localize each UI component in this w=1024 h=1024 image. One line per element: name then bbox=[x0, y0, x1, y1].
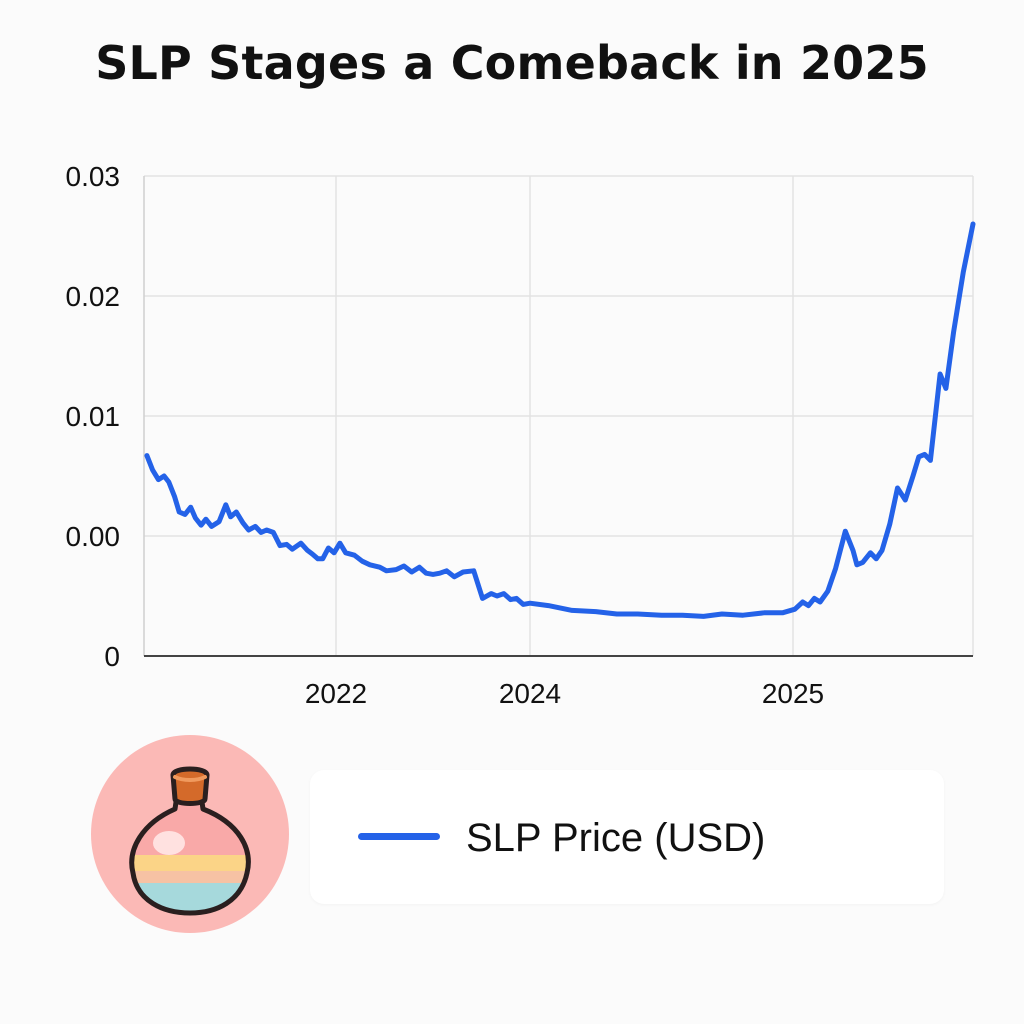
x-tick-label: 2024 bbox=[499, 678, 561, 709]
y-tick-label: 0.01 bbox=[66, 401, 121, 432]
line-chart: 0.03 0.02 0.01 0.00 0 2022 2024 2025 bbox=[66, 161, 976, 709]
legend-label: SLP Price (USD) bbox=[466, 816, 766, 860]
series-line-slp-price bbox=[144, 221, 976, 619]
tick-labels: 0.03 0.02 0.01 0.00 0 2022 2024 2025 bbox=[66, 161, 825, 709]
y-tick-label: 0.03 bbox=[66, 161, 121, 192]
axes bbox=[143, 176, 973, 657]
y-tick-label: 0.02 bbox=[66, 281, 121, 312]
y-tick-label: 0.00 bbox=[66, 521, 121, 552]
grid bbox=[144, 175, 974, 656]
x-tick-label: 2025 bbox=[762, 678, 824, 709]
legend: SLP Price (USD) bbox=[310, 770, 944, 904]
chart-title: SLP Stages a Comeback in 2025 bbox=[95, 36, 929, 90]
legend-swatch bbox=[358, 833, 440, 840]
x-tick-label: 2022 bbox=[305, 678, 367, 709]
series-layer bbox=[144, 221, 976, 619]
slp-potion-icon bbox=[91, 735, 289, 933]
y-tick-label: 0 bbox=[104, 641, 120, 672]
